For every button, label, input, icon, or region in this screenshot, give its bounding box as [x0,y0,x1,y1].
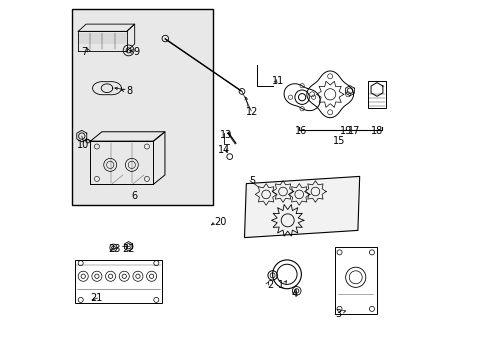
Bar [72,9,212,205]
Bar [75,260,162,303]
Text: 22: 22 [122,244,135,254]
Text: 5: 5 [249,176,255,186]
Text: 14: 14 [218,145,230,156]
Text: 20: 20 [213,217,226,228]
Polygon shape [102,33,114,44]
Polygon shape [114,33,126,44]
Text: 17: 17 [347,126,360,136]
Text: 12: 12 [246,107,258,117]
Text: 10: 10 [77,140,89,150]
Text: 18: 18 [370,126,382,136]
Text: 11: 11 [271,76,283,86]
Polygon shape [244,176,359,238]
Text: 21: 21 [90,293,102,303]
Text: 3: 3 [335,309,341,319]
Text: 7: 7 [81,47,87,57]
Text: 2: 2 [267,280,273,290]
Bar [334,247,376,314]
Polygon shape [78,33,90,44]
Polygon shape [90,33,102,44]
Text: 13: 13 [219,130,231,140]
Text: 16: 16 [295,126,307,136]
Text: 6: 6 [131,191,138,201]
Bar [367,81,385,108]
Text: 9: 9 [133,47,139,57]
Text: 19: 19 [339,126,351,136]
Text: 8: 8 [126,86,132,96]
Text: 23: 23 [108,244,120,254]
Text: 15: 15 [332,136,345,146]
Text: 4: 4 [290,289,297,300]
Text: 1: 1 [278,280,284,290]
